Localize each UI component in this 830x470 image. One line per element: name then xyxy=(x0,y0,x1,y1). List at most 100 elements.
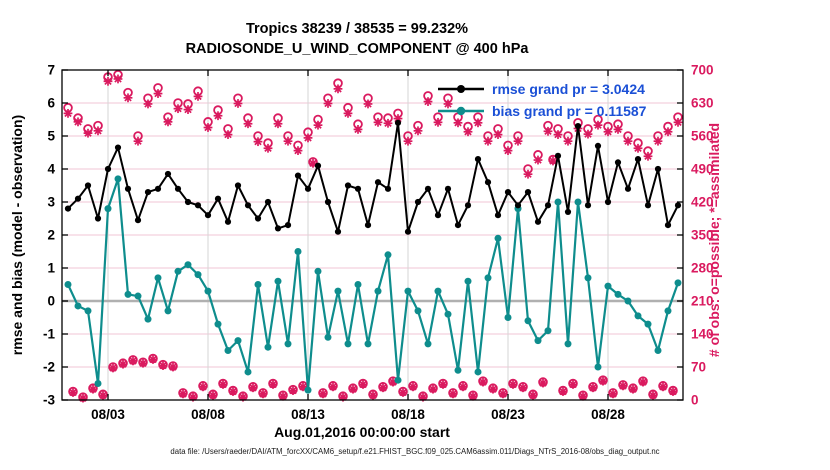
assimilated-obs-marker xyxy=(64,109,72,118)
assimilated-obs-marker xyxy=(199,383,207,391)
assimilated-obs-marker xyxy=(379,384,387,392)
y-right-tick-label: 210 xyxy=(691,294,714,309)
y-right-tick-label: 280 xyxy=(691,261,714,276)
assimilated-obs-marker xyxy=(204,123,212,132)
y-left-tick-label: -3 xyxy=(43,393,55,408)
assimilated-obs-marker xyxy=(274,120,282,128)
y-right-tick-label: 140 xyxy=(691,327,714,342)
assimilated-obs-marker xyxy=(249,384,257,392)
y-right-tick-label: 560 xyxy=(691,129,714,144)
assimilated-obs-marker xyxy=(134,137,142,145)
assimilated-obs-marker xyxy=(244,120,252,128)
assimilated-obs-marker xyxy=(489,385,497,393)
assimilated-obs-marker xyxy=(344,109,352,118)
assimilated-obs-marker xyxy=(184,105,192,114)
assimilated-obs-marker xyxy=(84,129,92,137)
y-right-tick-label: 630 xyxy=(691,96,714,111)
assimilated-obs-marker xyxy=(429,385,437,393)
assimilated-obs-marker xyxy=(424,97,432,106)
assimilated-obs-marker xyxy=(639,378,647,386)
assimilated-obs-marker xyxy=(294,146,302,155)
assimilated-obs-marker xyxy=(149,355,157,364)
tick-labels: 08/03 08/08 08/13 08/18 08/23 08/28 -3 -2 -1 0 1 2 3… xyxy=(43,63,714,422)
assimilated-obs-marker xyxy=(609,390,617,398)
assimilated-obs-marker xyxy=(129,357,137,365)
assimilated-obs-marker xyxy=(174,104,182,113)
assimilated-obs-marker xyxy=(354,125,362,134)
x-tick-label: 08/08 xyxy=(191,407,225,422)
assimilated-obs-marker xyxy=(164,118,172,126)
assimilated-obs-marker xyxy=(659,383,667,391)
plot-title-stats: Tropics 38239 / 38535 = 99.232% xyxy=(245,21,469,37)
assimilated-obs-marker xyxy=(284,137,292,145)
assimilated-obs-marker xyxy=(469,392,477,400)
assimilated-obs-marker xyxy=(239,393,247,401)
axes-frame xyxy=(61,69,684,401)
assimilated-obs-marker xyxy=(89,385,97,393)
assimilated-obs-marker xyxy=(119,360,127,368)
assimilated-obs-marker xyxy=(329,383,337,391)
assimilated-obs-marker xyxy=(289,386,297,395)
assimilated-obs-marker xyxy=(319,390,327,398)
assimilated-obs-marker xyxy=(549,157,557,165)
x-tick-label: 08/03 xyxy=(91,407,125,422)
assimilated-obs-marker xyxy=(654,137,662,145)
y-right-tick-label: 0 xyxy=(691,393,699,408)
assimilated-obs-marker xyxy=(644,152,652,160)
assimilated-obs-marker xyxy=(309,159,317,168)
y-left-tick-label: 4 xyxy=(47,162,55,177)
assimilated-obs-marker xyxy=(559,387,567,396)
assimilated-obs-marker xyxy=(459,383,467,391)
assimilated-obs-marker xyxy=(529,391,537,399)
assimilated-obs-marker xyxy=(399,388,407,397)
assimilated-obs-marker xyxy=(509,380,517,389)
rmse-line-sample-icon xyxy=(438,85,484,93)
assimilated-obs-marker xyxy=(454,119,462,127)
bias-line xyxy=(64,175,682,394)
assimilated-obs-marker xyxy=(159,361,167,370)
assimilated-obs-marker xyxy=(349,385,357,393)
x-tick-label: 08/18 xyxy=(391,407,425,422)
y-left-tick-label: 5 xyxy=(47,129,55,144)
y-axis-label-right: # of obs: o=possible; *=assimilated xyxy=(706,122,722,358)
y-left-tick-label: -2 xyxy=(43,360,55,375)
assimilated-obs-marker xyxy=(114,75,122,83)
assimilated-obs-marker xyxy=(339,393,347,401)
assimilated-obs-marker xyxy=(669,387,677,396)
assimilated-obs-marker xyxy=(519,384,527,392)
x-tick-label: 08/28 xyxy=(591,407,625,422)
assimilated-obs-marker xyxy=(544,127,552,135)
assimilated-obs-marker xyxy=(194,92,202,101)
obs-count-markers xyxy=(63,69,683,403)
assimilated-obs-marker xyxy=(229,387,237,396)
assimilated-obs-marker xyxy=(539,379,547,387)
assimilated-obs-marker xyxy=(414,127,422,135)
y-right-tick-label: 420 xyxy=(691,195,714,210)
assimilated-obs-marker xyxy=(104,77,112,86)
assimilated-obs-marker xyxy=(474,119,482,127)
y-left-tick-label: 3 xyxy=(47,195,55,210)
assimilated-obs-marker xyxy=(554,130,562,139)
y-left-tick-label: -1 xyxy=(43,327,55,342)
bias-line-sample-icon xyxy=(438,106,484,116)
assimilated-obs-marker xyxy=(189,393,197,401)
assimilated-obs-marker xyxy=(299,383,307,391)
assimilated-obs-marker xyxy=(584,130,592,138)
y-left-tick-label: 6 xyxy=(47,96,55,111)
y-left-tick-label: 7 xyxy=(47,63,55,78)
assimilated-obs-marker xyxy=(514,137,522,145)
assimilated-obs-marker xyxy=(494,130,502,139)
assimilated-obs-marker xyxy=(139,359,147,367)
assimilated-obs-marker xyxy=(364,100,372,108)
assimilated-obs-marker xyxy=(604,128,612,136)
assimilated-obs-marker xyxy=(409,383,417,391)
assimilated-obs-marker xyxy=(479,378,487,386)
x-tick-label: 08/23 xyxy=(491,407,525,422)
y-right-tick-label: 700 xyxy=(691,63,714,78)
assimilated-obs-marker xyxy=(504,146,512,155)
assimilated-obs-marker xyxy=(154,89,162,98)
assimilated-obs-marker xyxy=(374,118,382,127)
assimilated-obs-marker xyxy=(69,388,77,397)
assimilated-obs-marker xyxy=(484,137,492,145)
